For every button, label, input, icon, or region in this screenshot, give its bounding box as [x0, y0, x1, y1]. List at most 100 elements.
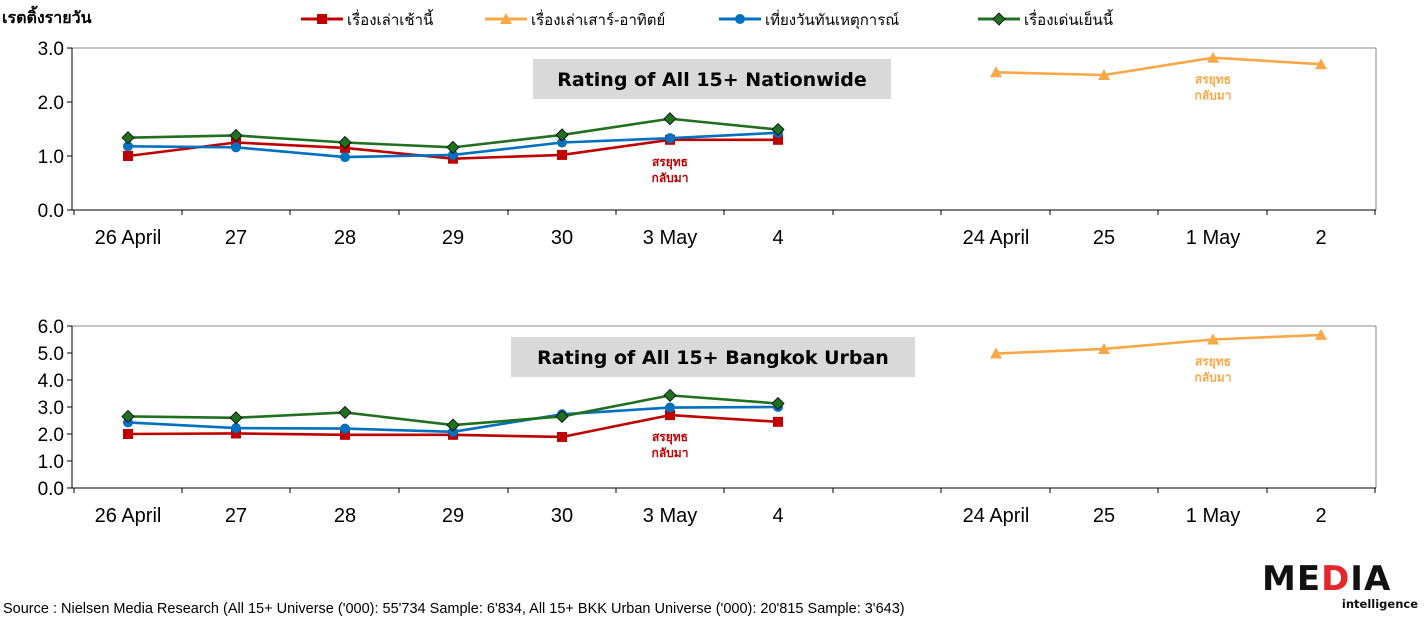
x-tick-label: 2	[1315, 505, 1326, 527]
data-point	[1207, 333, 1219, 345]
legend-marker	[735, 14, 745, 24]
x-tick-label: 26 April	[95, 227, 162, 249]
annotation-label: กลับมา	[1195, 371, 1232, 385]
data-point	[557, 137, 567, 148]
annotation-label: สรยุทธ	[652, 430, 688, 445]
y-tick-label: 4.0	[38, 371, 64, 392]
data-point	[229, 411, 243, 425]
data-point	[446, 140, 460, 154]
x-tick-label: 30	[551, 227, 573, 249]
data-point	[340, 152, 350, 163]
data-point	[229, 128, 243, 143]
annotation-label: สรยุทธ	[652, 155, 688, 170]
data-point	[665, 133, 675, 144]
data-point	[555, 128, 569, 142]
legend-label: เรื่องเล่าเสาร์-อาทิตย์	[531, 9, 665, 29]
legend-label: เที่ยงวันทันเหตุการณ์	[765, 9, 899, 30]
data-point	[448, 426, 458, 437]
chart-heading: เรตติ้งรายวัน	[2, 5, 92, 27]
series-line	[995, 56, 1322, 77]
annotation-label: กลับมา	[652, 446, 689, 460]
legend-marker	[317, 14, 327, 24]
data-point	[665, 402, 675, 413]
legend-label: เรื่องเด่นเย็นนี้	[1024, 9, 1114, 29]
legend-marker	[500, 13, 512, 24]
x-tick-label: 4	[772, 505, 783, 527]
data-point	[773, 416, 783, 427]
y-tick-label: 2.0	[38, 425, 64, 446]
data-point	[1207, 51, 1219, 63]
x-tick-label: 29	[442, 227, 464, 249]
data-point	[1315, 58, 1327, 70]
chart-legend: เรื่องเล่าเช้านี้ เรื่องเล่าเสาร์-อาทิตย์…	[301, 9, 1114, 30]
data-point	[663, 388, 677, 402]
annotation-label: กลับมา	[1195, 89, 1232, 103]
y-tick-label: 2.0	[38, 93, 64, 114]
annotation-label: กลับมา	[652, 171, 689, 185]
legend-marker	[992, 12, 1006, 26]
x-tick-label: 24 April	[963, 227, 1030, 249]
x-tick-label: 28	[334, 505, 356, 527]
data-point	[771, 396, 785, 411]
data-point	[231, 428, 241, 439]
panel-title: Rating of All 15+ Nationwide	[557, 69, 867, 91]
data-point	[1315, 328, 1327, 340]
y-tick-label: 1.0	[38, 452, 64, 473]
data-point	[557, 431, 567, 442]
legend-label: เรื่องเล่าเช้านี้	[347, 9, 434, 29]
data-point	[1098, 69, 1110, 80]
y-tick-label: 5.0	[38, 344, 64, 365]
media-intelligence-logo: MEDIA intelligence	[1262, 559, 1422, 615]
x-tick-label: 3 May	[643, 227, 697, 249]
x-tick-label: 2	[1315, 227, 1326, 249]
x-tick-label: 27	[225, 227, 247, 249]
x-tick-label: 30	[551, 505, 573, 527]
ratings-chart: เรตติ้งรายวัน เรื่องเล่าเช้านี้ เรื่องเล่…	[2, 5, 1377, 527]
data-point	[1098, 342, 1110, 354]
x-tick-label: 26 April	[95, 505, 162, 527]
annotation-label: สรยุทธ	[1195, 355, 1231, 370]
series-line	[995, 333, 1322, 355]
data-point	[557, 149, 567, 160]
source-note: Source : Nielsen Media Research (All 15+…	[3, 601, 905, 617]
logo-tagline: intelligence	[1341, 597, 1418, 611]
data-point	[773, 134, 783, 145]
x-tick-label: 29	[442, 505, 464, 527]
annotation-label: สรยุทธ	[1195, 73, 1231, 88]
data-point	[123, 429, 133, 439]
x-tick-label: 25	[1093, 227, 1115, 249]
data-point	[338, 405, 352, 419]
data-point	[665, 410, 675, 421]
panel-nationwide: Rating of All 15+ Nationwide 0.0 1.0 2.0 3.0…	[38, 39, 1377, 249]
data-point	[555, 409, 569, 424]
data-point	[340, 429, 350, 440]
data-point	[338, 135, 352, 150]
y-tick-label: 0.0	[38, 479, 64, 500]
x-tick-label: 25	[1093, 505, 1115, 527]
data-point	[340, 423, 350, 434]
data-point	[990, 347, 1002, 359]
data-point	[123, 151, 133, 161]
data-point	[663, 112, 677, 126]
logo-wordmark: MEDIA	[1262, 559, 1392, 599]
x-tick-label: 1 May	[1186, 227, 1240, 249]
data-point	[121, 131, 135, 145]
x-tick-label: 27	[225, 505, 247, 527]
panel-title: Rating of All 15+ Bangkok Urban	[537, 347, 889, 369]
x-tick-label: 4	[772, 227, 783, 249]
data-point	[231, 423, 241, 434]
y-tick-label: 3.0	[38, 398, 64, 419]
x-tick-label: 24 April	[963, 505, 1030, 527]
x-tick-label: 3 May	[643, 505, 697, 527]
data-point	[990, 66, 1002, 78]
data-point	[446, 418, 460, 432]
panel-title-box	[533, 59, 891, 99]
data-point	[121, 409, 135, 424]
y-tick-label: 1.0	[38, 147, 64, 168]
data-point	[231, 142, 241, 153]
panel-title-box	[511, 337, 915, 377]
data-point	[771, 122, 785, 137]
x-tick-label: 1 May	[1186, 505, 1240, 527]
y-tick-label: 0.0	[38, 201, 64, 222]
y-tick-label: 6.0	[38, 317, 64, 338]
